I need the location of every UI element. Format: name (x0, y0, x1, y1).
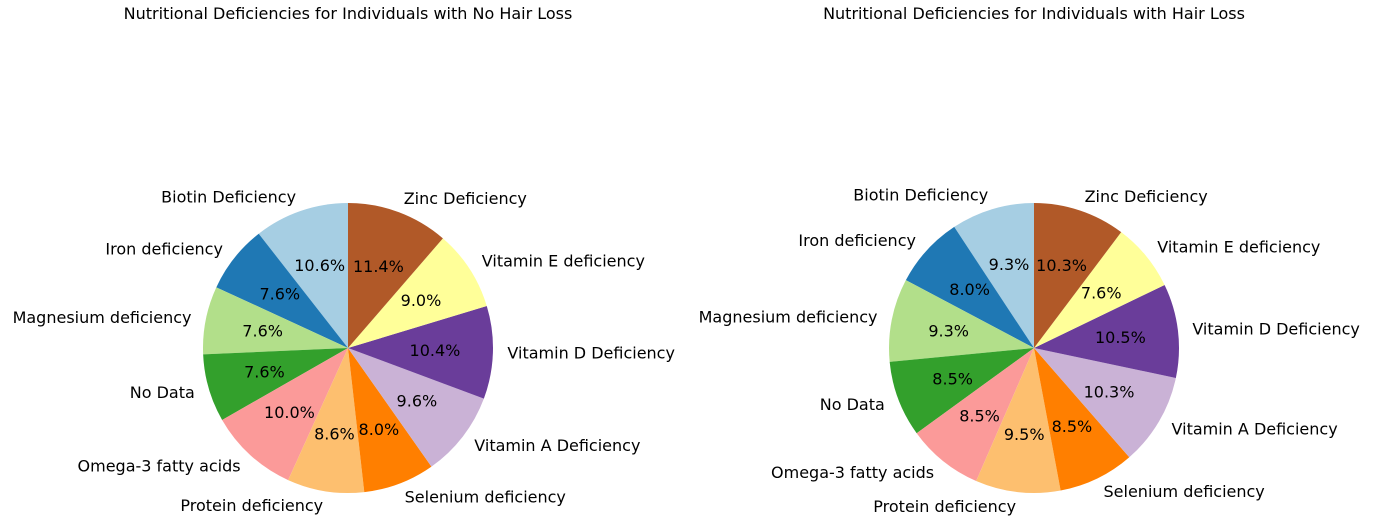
pie-percent-label: 10.5% (1095, 328, 1146, 347)
pie-percent-label: 11.4% (353, 257, 404, 276)
pie-percent-label: 8.5% (959, 406, 1000, 425)
pie-category-label: Vitamin E deficiency (482, 252, 645, 271)
pie-percent-label: 7.6% (259, 284, 300, 303)
pie-slice-zinc-deficiency (1034, 203, 1122, 348)
pie-category-label: Selenium deficiency (1104, 482, 1265, 501)
chart-title: Nutritional Deficiencies for Individuals… (823, 4, 1245, 23)
pie-percent-label: 8.0% (359, 420, 400, 439)
pie-category-labels: Biotin Deficiency Iron deficiency Magnesiu… (13, 188, 675, 515)
pie-percent-label: 9.5% (1004, 425, 1045, 444)
pie-slices (203, 203, 493, 493)
pie-slice-iron-deficiency (216, 233, 348, 348)
pie-percent-label: 7.6% (244, 363, 285, 382)
pie-slice-omega-3-fatty-acids (222, 348, 348, 481)
pie-category-label: Protein deficiency (180, 496, 323, 515)
pie-slice-protein-deficiency (976, 348, 1061, 493)
pie-percent-label: 8.5% (932, 369, 973, 388)
pie-slice-vitamin-d-deficiency (1034, 284, 1179, 378)
pie-category-label: Iron deficiency (105, 239, 223, 258)
pie-slice-protein-deficiency (288, 348, 365, 493)
pie-category-label: No Data (130, 383, 195, 402)
pie-percent-label: 10.0% (264, 403, 315, 422)
pie-category-label: Vitamin A Deficiency (1172, 419, 1338, 438)
pie-slice-zinc-deficiency (348, 203, 443, 348)
pie-category-label: Magnesium deficiency (13, 308, 192, 327)
pie-percent-labels: 10.6% 7.6% 7.6% 7.6% 10.0% 8.6% 8.0% 9.6% 10.4% 9… (242, 256, 460, 443)
pie-category-label: Omega-3 fatty acids (78, 456, 241, 475)
pie-percent-label: 9.3% (928, 322, 969, 341)
pie-percent-label: 9.3% (989, 255, 1030, 274)
pie-category-label: Vitamin E deficiency (1157, 237, 1320, 256)
pie-slice-no-data (889, 348, 1034, 434)
pie-slice-iron-deficiency (905, 226, 1034, 348)
pie-chart-no-hair-loss: Nutritional Deficiencies for Individuals… (13, 4, 675, 515)
pie-slice-vitamin-e-deficiency (1034, 232, 1165, 348)
pie-percent-label: 10.3% (1084, 383, 1135, 402)
pie-category-label: Protein deficiency (873, 497, 1016, 516)
pie-chart-hair-loss: Nutritional Deficiencies for Individuals… (699, 4, 1360, 516)
pie-percent-label: 7.6% (242, 322, 283, 341)
pie-category-label: Vitamin D Deficiency (507, 343, 675, 362)
pie-category-label: Zinc Deficiency (404, 189, 527, 208)
pie-slice-magnesium-deficiency (203, 287, 348, 355)
pie-percent-label: 8.0% (949, 280, 990, 299)
pie-percent-label: 8.5% (1052, 417, 1093, 436)
pie-slices (888, 203, 1179, 493)
pie-slice-biotin-deficiency (258, 203, 348, 348)
pie-category-label: Omega-3 fatty acids (771, 463, 934, 482)
pie-category-label: Zinc Deficiency (1085, 187, 1208, 206)
pie-percent-label: 10.4% (410, 341, 461, 360)
pie-category-label: Iron deficiency (798, 231, 916, 250)
pie-slice-selenium-deficiency (1034, 348, 1130, 491)
pie-slice-vitamin-a-deficiency (348, 348, 484, 467)
pie-category-label: Vitamin A Deficiency (474, 436, 640, 455)
pie-slice-magnesium-deficiency (888, 280, 1034, 362)
pie-percent-label: 9.6% (397, 392, 438, 411)
pie-slice-biotin-deficiency (954, 203, 1034, 348)
pie-percent-label: 8.6% (314, 424, 355, 443)
pie-percent-label: 9.0% (401, 291, 442, 310)
pie-category-labels: Biotin Deficiency Iron deficiency Magnesiu… (699, 186, 1360, 516)
pie-category-label: No Data (820, 395, 885, 414)
chart-title: Nutritional Deficiencies for Individuals… (124, 4, 573, 23)
pie-percent-label: 7.6% (1081, 283, 1122, 302)
pie-percent-labels: 9.3%8.0%9.3%8.5%8.5%9.5% 8.5%10.3%10.5%7.… (928, 255, 1145, 444)
pie-slice-omega-3-fatty-acids (916, 348, 1034, 481)
pie-category-label: Biotin Deficiency (161, 188, 296, 207)
pie-category-label: Magnesium deficiency (699, 307, 878, 326)
pie-slice-vitamin-e-deficiency (348, 238, 487, 348)
pie-slice-selenium-deficiency (348, 348, 432, 493)
pie-category-label: Vitamin D Deficiency (1192, 319, 1360, 338)
pie-percent-label: 10.6% (294, 256, 345, 275)
pie-slice-vitamin-d-deficiency (348, 305, 493, 399)
pie-percent-label: 10.3% (1036, 256, 1087, 275)
pie-slice-no-data (203, 348, 348, 420)
pie-slice-vitamin-a-deficiency (1034, 348, 1176, 458)
pie-category-label: Selenium deficiency (405, 488, 566, 507)
pie-category-label: Biotin Deficiency (853, 186, 988, 205)
